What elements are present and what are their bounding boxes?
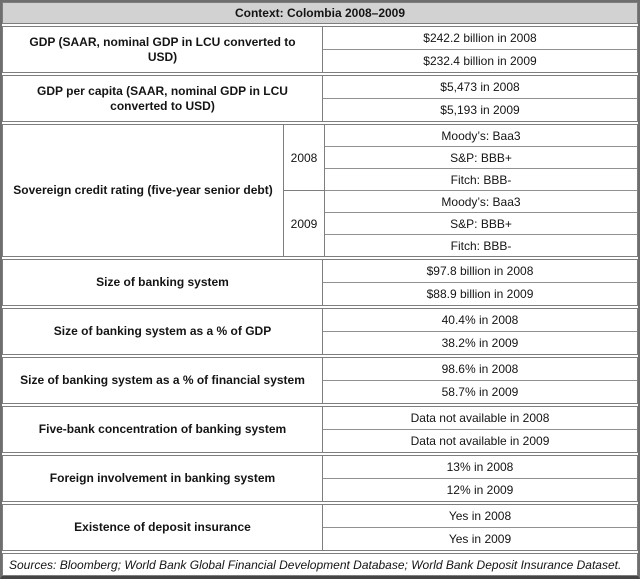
value-cell-banking-pct-gdp-2009: 38.2% in 2009 [323,331,637,354]
row-values-gdp: $242.2 billion in 2008 $232.4 billion in… [323,27,637,72]
row-label-banking-size: Size of banking system [3,260,323,305]
row-label-text: Size of banking system as a % of GDP [53,324,272,338]
row-label-text: Five-bank concentration of banking syste… [38,422,287,436]
row-label-text: Foreign involvement in banking system [49,471,276,485]
value-cell-fitch-2008: Fitch: BBB- [325,168,637,190]
row-label-banking-pct-financial: Size of banking system as a % of financi… [3,358,323,403]
row-label-text: GDP (SAAR, nominal GDP in LCU converted … [29,34,296,64]
value-cell-five-bank-2009: Data not available in 2009 [323,429,637,452]
value-cell-gdp-per-capita-2008: $5,473 in 2008 [440,80,520,94]
row-values-banking-pct-financial: 98.6% in 2008 58.7% in 2009 [323,358,637,403]
row-label-text: GDP per capita (SAAR, nominal GDP in LCU… [37,83,288,113]
row-values-banking-size: $97.8 billion in 2008 $88.9 billion in 2… [323,260,637,305]
row-values-deposit-insurance: Yes in 2008 Yes in 2009 [323,505,637,550]
value-cell-banking-pct-gdp-2008: 40.4% in 2008 [441,313,519,327]
row-credit-rating: Sovereign credit rating (five-year senio… [2,124,638,257]
value-cell-fitch-2009: Fitch: BBB- [325,234,637,256]
row-banking-size: Size of banking system $97.8 billion in … [2,259,638,306]
row-values-gdp-per-capita: $5,473 in 2008 $5,193 in 2009 [323,76,637,121]
table-title: Context: Colombia 2008–2009 [234,6,406,20]
value-cell-foreign-2008: 13% in 2008 [446,460,514,474]
row-gdp: GDP (SAAR, nominal GDP in LCU converted … [2,26,638,73]
value-cell-deposit-2009: Yes in 2009 [323,527,637,550]
row-label-five-bank-concentration: Five-bank concentration of banking syste… [3,407,323,452]
value-cell-foreign-2009: 12% in 2009 [323,478,637,501]
row-foreign-involvement: Foreign involvement in banking system 13… [2,455,638,502]
row-label-text: Existence of deposit insurance [74,520,251,534]
value-cell-sp-2009: S&P: BBB+ [325,212,637,234]
row-label-credit-rating: Sovereign credit rating (five-year senio… [3,125,284,256]
value-cell-gdp-2009: $232.4 billion in 2009 [323,49,637,72]
row-gdp-per-capita: GDP per capita (SAAR, nominal GDP in LCU… [2,75,638,122]
row-five-bank-concentration: Five-bank concentration of banking syste… [2,406,638,453]
row-deposit-insurance: Existence of deposit insurance Yes in 20… [2,504,638,551]
row-label-text: Sovereign credit rating (five-year senio… [13,183,273,197]
row-values-five-bank-concentration: Data not available in 2008 Data not avai… [323,407,637,452]
row-values-foreign-involvement: 13% in 2008 12% in 2009 [323,456,637,501]
value-cell-banking-size-2008: $97.8 billion in 2008 [426,264,534,278]
value-cell-moodys-2009: Moody’s: Baa3 [325,190,637,212]
value-cell-gdp-2008: $242.2 billion in 2008 [423,31,537,45]
row-label-gdp: GDP (SAAR, nominal GDP in LCU converted … [3,27,323,72]
row-banking-pct-financial: Size of banking system as a % of financi… [2,357,638,404]
value-cell-moodys-2008: Moody’s: Baa3 [441,128,521,143]
row-label-text: Size of banking system [96,275,229,289]
value-cell-five-bank-2008: Data not available in 2008 [410,411,550,425]
row-values-banking-pct-gdp: 40.4% in 2008 38.2% in 2009 [323,309,637,354]
row-banking-pct-gdp: Size of banking system as a % of GDP 40.… [2,308,638,355]
row-label-text: Size of banking system as a % of financi… [20,373,305,387]
row-label-gdp-per-capita: GDP per capita (SAAR, nominal GDP in LCU… [3,76,323,121]
value-cell-banking-size-2009: $88.9 billion in 2009 [323,282,637,305]
value-cell-gdp-per-capita-2009: $5,193 in 2009 [323,98,637,121]
sources-footnote: Sources: Bloomberg; World Bank Global Fi… [2,553,638,576]
year-cell-2008: 2008 [290,150,318,165]
value-cell-sp-2008: S&P: BBB+ [325,146,637,168]
credit-rating-values: Moody’s: Baa3 S&P: BBB+ Fitch: BBB- Mood… [325,125,637,256]
year-cell-2009: 2009 [284,190,324,256]
value-cell-banking-pct-financial-2009: 58.7% in 2009 [323,380,637,403]
row-label-foreign-involvement: Foreign involvement in banking system [3,456,323,501]
value-cell-banking-pct-financial-2008: 98.6% in 2008 [441,362,519,376]
sources-text: Sources: Bloomberg; World Bank Global Fi… [9,557,622,572]
row-label-deposit-insurance: Existence of deposit insurance [3,505,323,550]
table-header: Context: Colombia 2008–2009 [2,2,638,24]
value-cell-deposit-2008: Yes in 2008 [448,509,512,523]
credit-rating-year-column: 2008 2009 [284,125,325,256]
row-label-banking-pct-gdp: Size of banking system as a % of GDP [3,309,323,354]
